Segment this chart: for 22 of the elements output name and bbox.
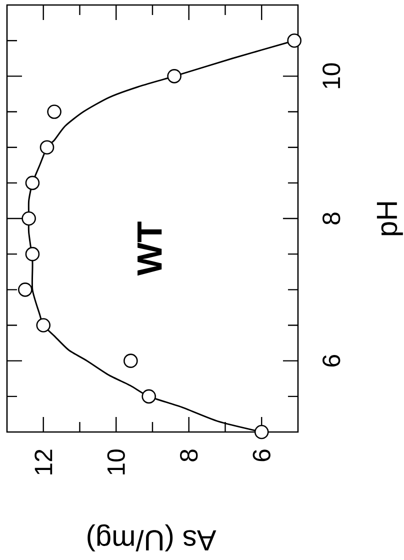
point xyxy=(18,282,32,297)
point xyxy=(167,69,182,84)
point xyxy=(22,211,36,226)
y-tick-label: 8 xyxy=(322,212,340,224)
point xyxy=(36,318,51,332)
y-tick-label: 6 xyxy=(322,354,340,367)
point xyxy=(25,246,40,262)
point xyxy=(142,389,156,404)
x-axis-title: As (U/mg) xyxy=(88,524,216,552)
annotation: WT xyxy=(138,222,162,276)
x-tick-label: 8 xyxy=(180,450,198,462)
point xyxy=(254,424,269,440)
x-tick-label: 12 xyxy=(34,450,52,474)
point xyxy=(25,176,40,190)
y-axis-title: pH xyxy=(376,202,403,236)
point xyxy=(124,354,138,368)
x-tick-label: 10 xyxy=(107,450,125,474)
point xyxy=(287,33,302,48)
y-tick-label: 10 xyxy=(322,63,340,88)
x-tick-label: 6 xyxy=(252,450,270,462)
point xyxy=(40,140,54,154)
point xyxy=(47,104,62,119)
